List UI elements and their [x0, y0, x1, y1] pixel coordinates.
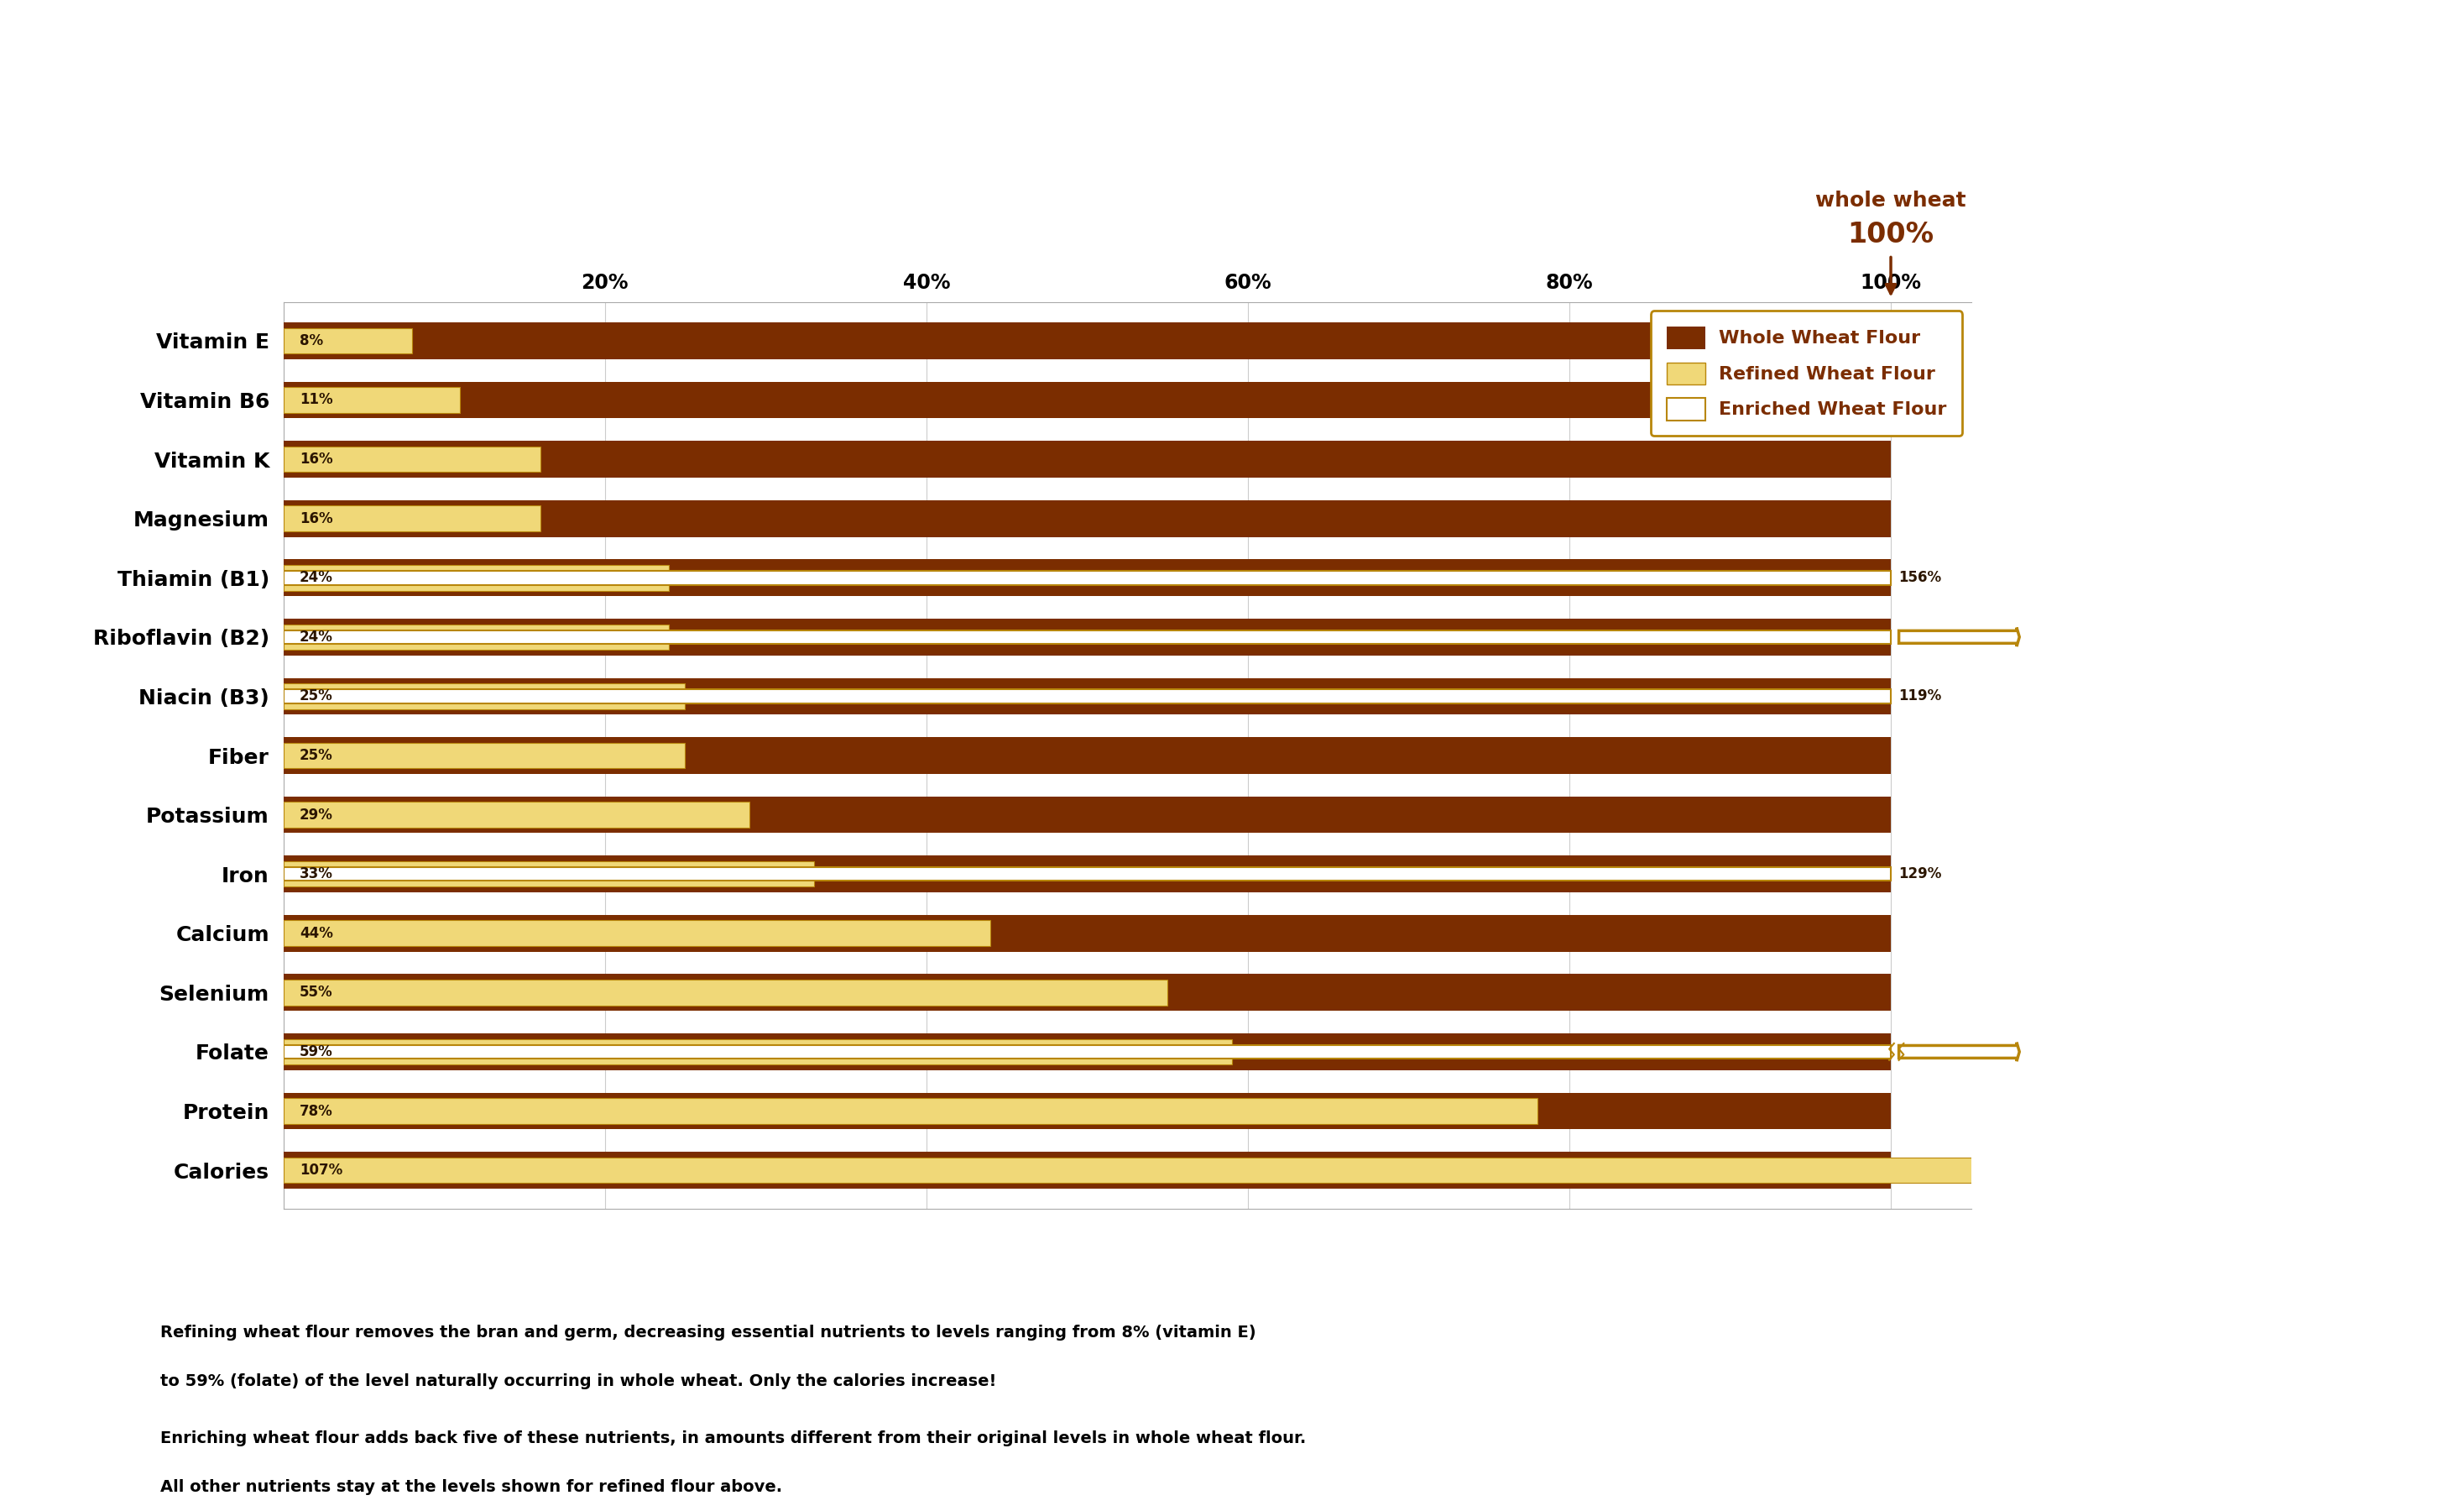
Bar: [283, 979, 1168, 1005]
Legend: Whole Wheat Flour, Refined Wheat Flour, Enriched Wheat Flour: Whole Wheat Flour, Refined Wheat Flour, …: [1651, 311, 1961, 437]
Text: 16%: 16%: [301, 452, 333, 467]
Bar: [283, 861, 813, 887]
Text: Refining wheat flour removes the bran and germ, decreasing essential nutrients t: Refining wheat flour removes the bran an…: [160, 1325, 1257, 1340]
Bar: [283, 1151, 1890, 1189]
Bar: [283, 855, 1890, 893]
Bar: [283, 689, 1890, 703]
Bar: [283, 1098, 1538, 1124]
Bar: [283, 328, 411, 354]
Polygon shape: [1900, 627, 2020, 647]
Text: 119%: 119%: [1900, 689, 1942, 704]
Text: 107%: 107%: [301, 1163, 342, 1179]
Bar: [283, 920, 991, 946]
Bar: [283, 322, 1890, 360]
Text: 78%: 78%: [301, 1103, 333, 1118]
Text: 29%: 29%: [301, 807, 333, 822]
Bar: [283, 802, 749, 828]
Bar: [283, 500, 1890, 536]
Bar: [283, 446, 540, 471]
Text: to 59% (folate) of the level naturally occurring in whole wheat. Only the calori: to 59% (folate) of the level naturally o…: [160, 1373, 995, 1389]
Text: 129%: 129%: [1900, 866, 1942, 881]
Bar: [283, 796, 1890, 833]
Text: 59%: 59%: [301, 1044, 333, 1059]
Polygon shape: [1900, 1043, 2020, 1061]
Bar: [283, 1044, 1890, 1059]
Text: 25%: 25%: [301, 748, 333, 763]
Text: 24%: 24%: [301, 630, 333, 645]
Text: 661%: 661%: [1900, 1044, 1942, 1059]
Bar: [283, 1040, 1232, 1065]
Bar: [283, 1157, 2003, 1183]
Text: 24%: 24%: [301, 570, 333, 585]
Text: 156%: 156%: [1900, 570, 1942, 585]
Text: 33%: 33%: [301, 866, 333, 881]
Text: 11%: 11%: [301, 393, 333, 408]
Bar: [283, 914, 1890, 952]
Bar: [283, 624, 670, 650]
Bar: [283, 867, 1890, 881]
Text: Enriching wheat flour adds back five of these nutrients, in amounts different fr: Enriching wheat flour adds back five of …: [160, 1431, 1306, 1446]
Bar: [283, 1092, 1890, 1129]
Bar: [283, 565, 670, 591]
Text: 299%: 299%: [1900, 630, 1942, 645]
Bar: [283, 678, 1890, 715]
Bar: [283, 441, 1890, 477]
Bar: [283, 387, 461, 413]
Bar: [283, 683, 685, 709]
Text: 55%: 55%: [301, 985, 333, 1000]
Text: 16%: 16%: [301, 511, 333, 526]
Bar: [283, 742, 685, 769]
Bar: [283, 571, 1890, 585]
Text: 100%: 100%: [1848, 221, 1934, 249]
Bar: [283, 630, 1890, 644]
Text: whole wheat: whole wheat: [1816, 190, 1966, 210]
Bar: [283, 1034, 1890, 1070]
Text: 25%: 25%: [301, 689, 333, 704]
Bar: [283, 382, 1890, 419]
Text: 44%: 44%: [301, 926, 333, 941]
Bar: [283, 506, 540, 532]
Text: 8%: 8%: [301, 332, 323, 348]
Bar: [283, 559, 1890, 597]
Text: All other nutrients stay at the levels shown for refined flour above.: All other nutrients stay at the levels s…: [160, 1479, 781, 1494]
Bar: [283, 618, 1890, 656]
Bar: [283, 737, 1890, 774]
Bar: [283, 975, 1890, 1011]
